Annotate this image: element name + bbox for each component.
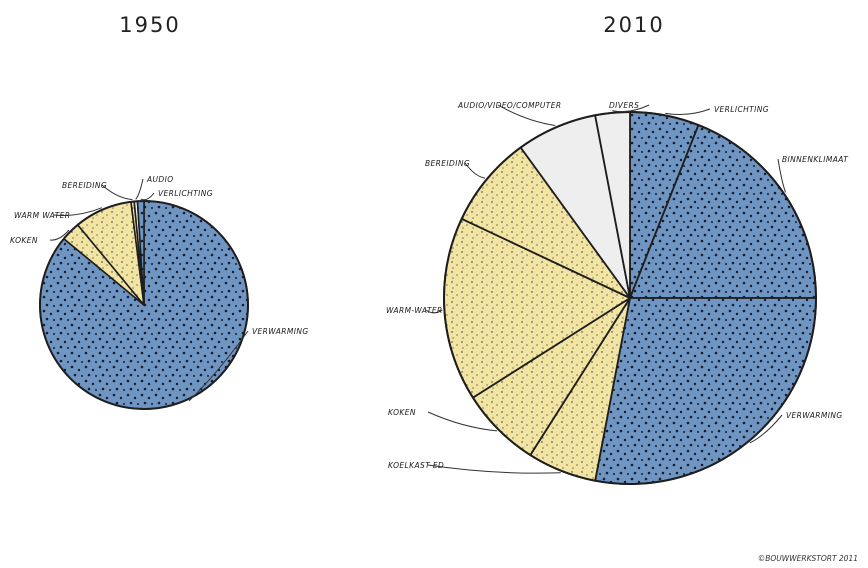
pie-outline-2010 xyxy=(443,111,817,485)
pie-slices-2010 xyxy=(443,111,817,485)
leader-line-2010-6 xyxy=(464,162,486,179)
slice-label-1950-3: BEREIDING xyxy=(62,181,107,190)
leader-line-2010-0 xyxy=(665,108,711,116)
pie-chart-2010: 2010 VERLICHTING BINNENKLIMAAT VERWARMING K… xyxy=(386,13,849,485)
slice-label-2010-7: AUDIO/VIDEO/COMPUTER xyxy=(457,101,561,110)
leader-line-2010-3 xyxy=(427,464,561,474)
slice-label-2010-3: KOELKAST ED xyxy=(388,461,444,470)
slice-label-2010-6: BEREIDING xyxy=(425,159,470,168)
leader-line-1950-3 xyxy=(101,184,133,201)
chart-title-2010: 2010 xyxy=(603,13,664,37)
leader-line-2010-7 xyxy=(497,104,556,126)
slice-label-2010-5: WARM-WATER xyxy=(386,306,443,315)
slice-label-2010-8: DIVERS xyxy=(609,101,639,110)
leader-line-2010-1 xyxy=(777,158,786,193)
slice-label-2010-2: VERWARMING xyxy=(786,411,843,420)
leader-line-1950-4 xyxy=(135,178,144,200)
pie-chart-1950: 1950 VERWARMING KOKEN WARM WATER BEREIDING A… xyxy=(10,13,309,410)
slice-label-1950-1: KOKEN xyxy=(10,236,38,245)
credit-text: ©BOUWWERKSTORT 2011 xyxy=(758,554,858,563)
slice-label-1950-0: VERWARMING xyxy=(252,327,309,336)
slice-label-2010-4: KOKEN xyxy=(388,408,416,417)
pie-slices-1950 xyxy=(39,200,249,410)
slice-label-1950-5: VERLICHTING xyxy=(158,189,213,198)
slice-label-2010-1: BINNENKLIMAAT xyxy=(782,155,849,164)
pie-labels-1950: VERWARMING KOKEN WARM WATER BEREIDING AUDIO V… xyxy=(10,175,309,402)
pie-slice-2010-verwarming xyxy=(594,297,817,485)
leader-line-1950-5 xyxy=(140,192,155,201)
pie-outline-1950 xyxy=(39,200,249,410)
slice-label-1950-2: WARM WATER xyxy=(14,211,70,220)
leader-line-1950-1 xyxy=(49,229,70,241)
leader-line-2010-2 xyxy=(749,414,783,444)
slice-label-2010-0: VERLICHTING xyxy=(714,105,769,114)
leader-line-2010-5 xyxy=(425,309,443,314)
slice-label-1950-4: AUDIO xyxy=(146,175,174,184)
leader-line-1950-2 xyxy=(53,207,103,216)
leader-line-2010-8 xyxy=(612,104,650,113)
pie-labels-2010: VERLICHTING BINNENKLIMAAT VERWARMING KOELKA… xyxy=(386,101,849,474)
chart-title-1950: 1950 xyxy=(119,13,180,37)
leader-line-2010-4 xyxy=(427,411,498,432)
leader-line-1950-0 xyxy=(188,330,249,402)
